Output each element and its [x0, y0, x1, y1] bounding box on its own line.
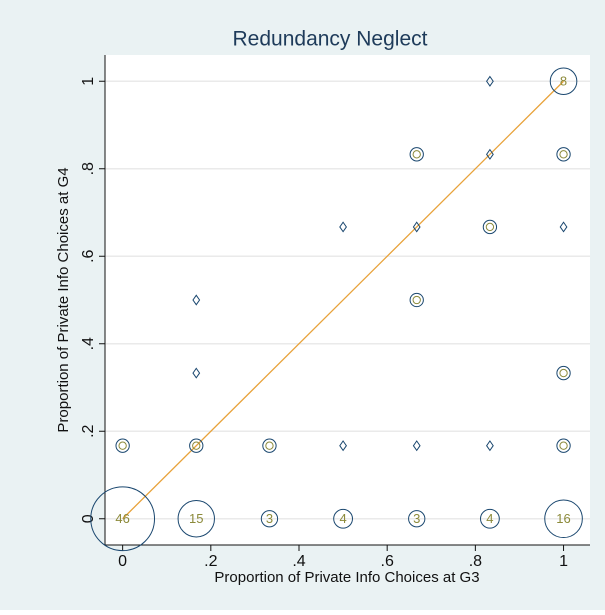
point — [408, 510, 426, 528]
point — [482, 219, 498, 235]
point — [486, 440, 494, 452]
point — [412, 440, 421, 452]
point — [177, 500, 215, 538]
point-label: 4 — [339, 511, 346, 526]
y-axis-title: Proportion of Private Info Choices at G4 — [55, 167, 72, 432]
point — [412, 221, 421, 233]
point — [189, 438, 204, 453]
plot-area — [105, 55, 590, 545]
y-tick-label: 0 — [80, 514, 97, 523]
point — [333, 508, 353, 529]
point-label: 46 — [115, 511, 129, 526]
point — [192, 294, 201, 306]
y-tick-label: .6 — [80, 249, 97, 262]
reference-line — [122, 80, 565, 520]
y-tick-label: .4 — [80, 337, 97, 350]
x-tick-label: 1 — [559, 553, 568, 570]
point — [339, 440, 347, 452]
point — [262, 438, 277, 453]
point — [260, 510, 279, 528]
point — [559, 221, 568, 233]
x-tick-label: 0 — [118, 553, 127, 570]
point-inner — [559, 368, 568, 378]
y-tick-label: .8 — [80, 162, 97, 175]
point — [409, 292, 424, 308]
point-label: 16 — [556, 511, 570, 526]
point-inner — [485, 222, 495, 232]
point-label: 4 — [486, 511, 493, 526]
point — [409, 147, 424, 162]
point — [486, 148, 494, 160]
point — [90, 486, 156, 552]
point-label: 8 — [560, 74, 567, 89]
point — [549, 67, 578, 96]
x-tick-label: .4 — [292, 553, 305, 570]
point-inner — [412, 295, 421, 305]
point — [192, 367, 201, 379]
point-label: 3 — [413, 511, 420, 526]
x-tick-label: .8 — [469, 553, 482, 570]
x-axis-title: Proportion of Private Info Choices at G3 — [214, 569, 479, 586]
point-inner — [412, 150, 421, 159]
point-label: 3 — [266, 511, 273, 526]
point — [480, 508, 500, 529]
point — [544, 499, 583, 539]
y-tick-label: .2 — [80, 424, 97, 437]
point-inner — [265, 441, 274, 450]
point-inner — [559, 150, 568, 159]
point-inner — [192, 441, 201, 450]
point-label: 15 — [189, 511, 203, 526]
point-inner — [118, 441, 127, 450]
point — [556, 438, 571, 453]
chart-title: Redundancy Neglect — [233, 28, 428, 51]
point-inner — [559, 441, 568, 450]
point — [115, 438, 130, 453]
point — [339, 221, 347, 233]
point — [556, 365, 571, 381]
x-tick-label: .2 — [204, 553, 217, 570]
x-tick-label: .6 — [381, 553, 394, 570]
y-tick-label: 1 — [80, 77, 97, 86]
point — [486, 75, 494, 87]
point — [556, 147, 571, 162]
